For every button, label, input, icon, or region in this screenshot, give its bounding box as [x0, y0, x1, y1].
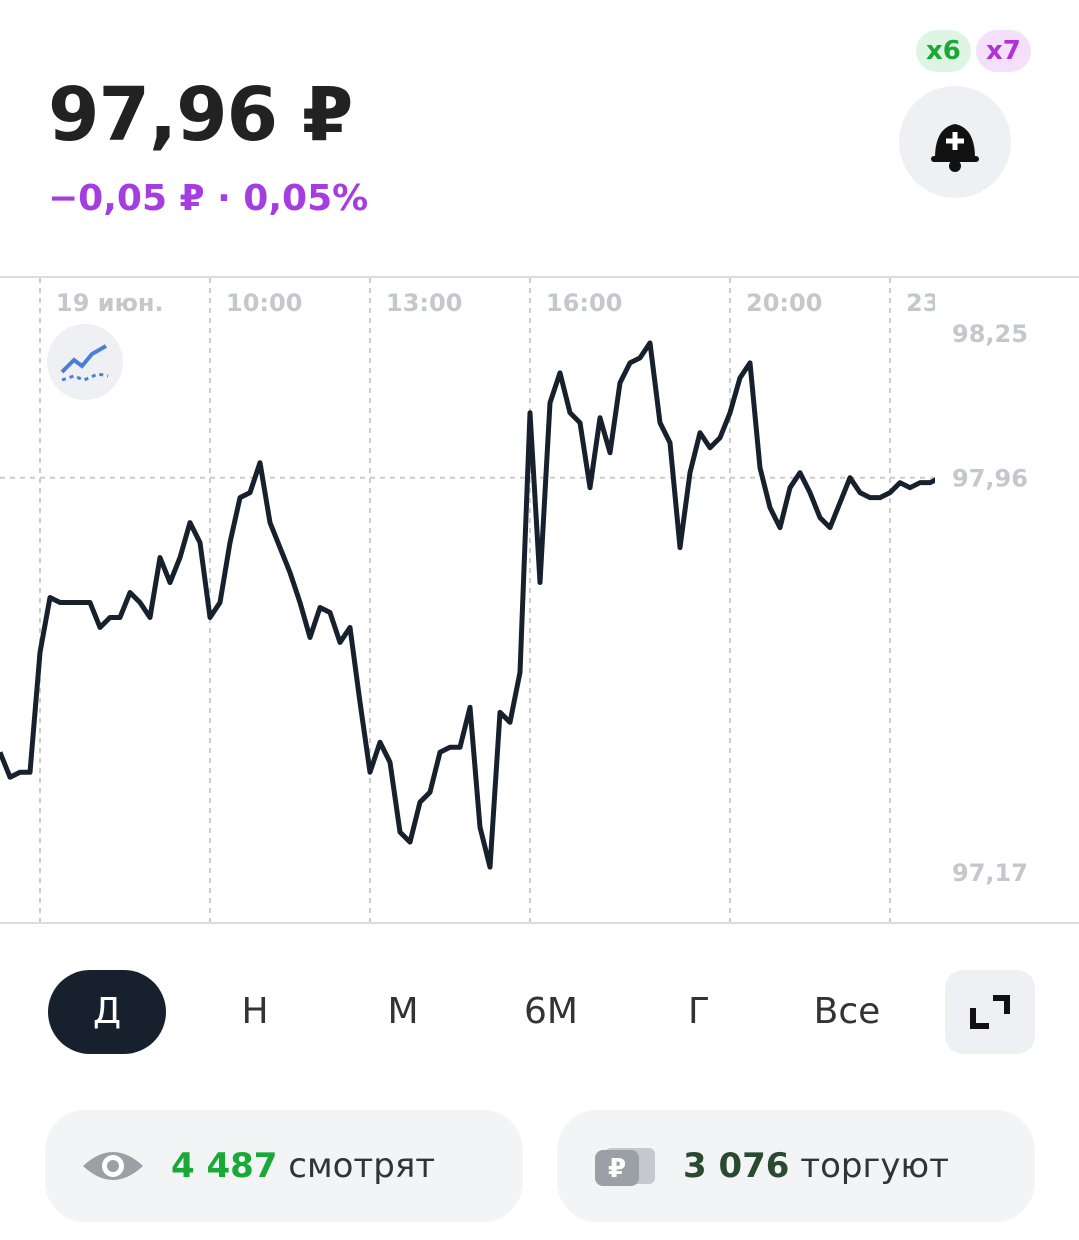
y-tick-label: 98,25 — [952, 320, 1028, 348]
badge[interactable]: x6 — [916, 30, 971, 72]
x-tick-label: 23:00 — [906, 289, 982, 317]
y-tick-label: 97,96 — [952, 465, 1028, 493]
watch-label: смотрят — [288, 1146, 436, 1186]
chart: 19 июн. 10:00 13:00 16:00 20:00 23:00 98,25 97… — [0, 276, 1079, 924]
svg-text:₽: ₽ — [608, 1154, 626, 1184]
price-line — [0, 340, 935, 870]
period-button[interactable]: Д — [48, 970, 166, 1054]
period-selector: Д Н М 6М Г Все — [48, 970, 1035, 1054]
watchers: 4 487 смотрят — [45, 1110, 523, 1222]
badge[interactable]: x7 — [976, 30, 1031, 72]
eye-icon — [83, 1152, 143, 1180]
price-change: −0,05 ₽ · 0,05% — [48, 178, 369, 219]
period-button[interactable]: Все — [813, 991, 881, 1032]
y-tick-label: 97,17 — [952, 859, 1028, 887]
trade-label: торгуют — [800, 1146, 949, 1186]
period-button[interactable]: Г — [688, 991, 710, 1032]
traders: ₽ 3 076 торгуют — [557, 1110, 1035, 1222]
price: 97,96 ₽ — [48, 72, 353, 158]
x-tick-label: 16:00 — [546, 289, 622, 317]
period-button[interactable]: Н — [241, 991, 269, 1032]
expand-button[interactable] — [945, 970, 1035, 1054]
watch-count: 4 487 — [171, 1146, 278, 1186]
x-tick-label: 20:00 — [746, 289, 822, 317]
indicator-button[interactable] — [47, 324, 123, 400]
ruble-icon: ₽ — [595, 1148, 655, 1186]
period-button[interactable]: 6М — [524, 991, 578, 1032]
alert-button[interactable] — [898, 86, 1014, 202]
trade-count: 3 076 — [683, 1146, 790, 1186]
x-tick-label: 19 июн. — [56, 289, 164, 317]
x-tick-label: 13:00 — [386, 289, 462, 317]
x-tick-label: 10:00 — [226, 289, 302, 317]
period-button[interactable]: М — [387, 991, 419, 1032]
